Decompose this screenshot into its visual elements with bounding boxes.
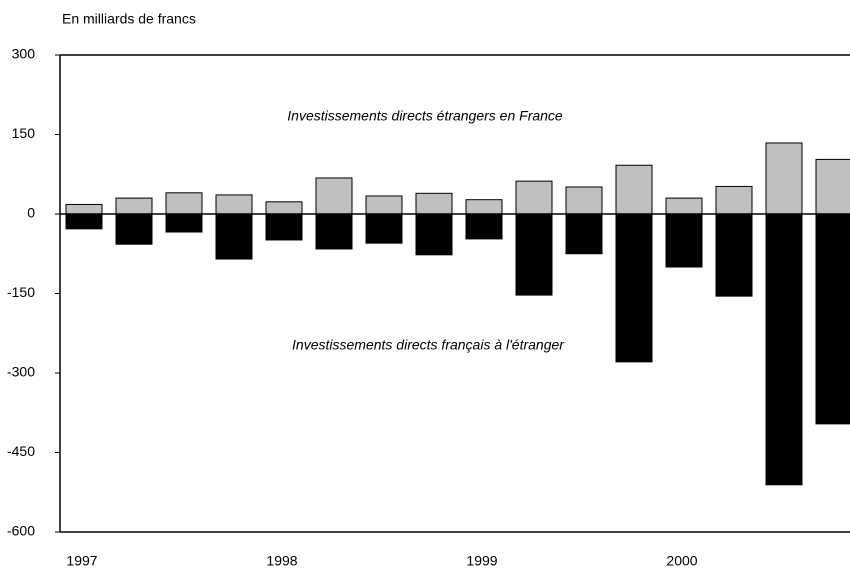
bar: [465, 213, 503, 240]
bar: [165, 213, 203, 233]
bar: [415, 213, 453, 256]
bar: [215, 194, 253, 215]
bar: [615, 213, 653, 363]
bar: [465, 199, 503, 215]
bar: [365, 213, 403, 244]
bar: [665, 213, 703, 268]
series-label: Investissements directs français à l'étr…: [292, 337, 565, 353]
x-tick-label: 2000: [666, 553, 697, 569]
bar: [215, 213, 253, 260]
bar: [765, 142, 803, 215]
bar: [315, 177, 353, 215]
y-tick-label: 150: [12, 125, 36, 141]
bar: [415, 192, 453, 215]
bar: [515, 180, 553, 215]
x-tick-label: 1999: [466, 553, 497, 569]
bar: [515, 213, 553, 296]
y-tick-label: -150: [7, 284, 35, 300]
y-tick-label: -600: [7, 523, 35, 539]
bar: [815, 213, 850, 425]
bar: [565, 213, 603, 255]
bar: [115, 213, 153, 245]
bar: [315, 213, 353, 250]
bar: [115, 197, 153, 215]
bar: [565, 186, 603, 215]
bar: [65, 213, 103, 230]
y-tick-label: 0: [27, 205, 35, 221]
y-axis-title: En milliards de francs: [62, 11, 196, 27]
bar: [665, 197, 703, 215]
bar: [765, 213, 803, 486]
y-tick-label: -450: [7, 443, 35, 459]
bar: [65, 203, 103, 215]
x-tick-label: 1998: [266, 553, 297, 569]
bar: [265, 213, 303, 241]
x-tick-label: 1997: [66, 553, 97, 569]
bar: [715, 185, 753, 215]
series-label: Investissements directs étrangers en Fra…: [287, 108, 563, 124]
bar: [365, 195, 403, 215]
y-tick-label: -300: [7, 364, 35, 380]
y-tick-label: 300: [12, 46, 36, 62]
bar: [265, 201, 303, 215]
bar: [165, 192, 203, 215]
bar: [615, 164, 653, 215]
bar: [815, 158, 850, 215]
bar: [715, 213, 753, 297]
